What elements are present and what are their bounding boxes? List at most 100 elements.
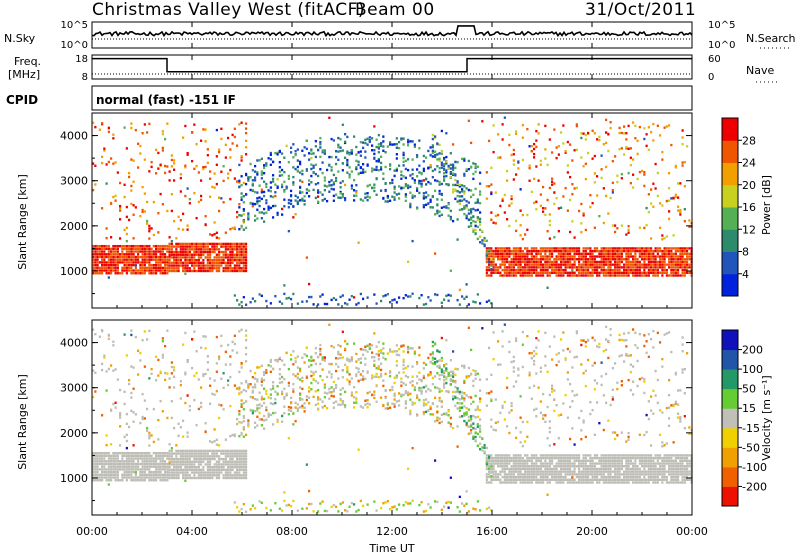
power-cell bbox=[103, 253, 106, 256]
power-cell bbox=[125, 261, 128, 264]
power-cell bbox=[548, 255, 551, 258]
velocity-cell bbox=[353, 406, 356, 409]
power-cell bbox=[323, 184, 326, 187]
power-cell bbox=[566, 260, 569, 264]
velocity-cell bbox=[276, 418, 279, 422]
velocity-cell bbox=[101, 470, 104, 474]
power-cell bbox=[411, 196, 414, 199]
velocity-cell bbox=[193, 398, 196, 402]
power-cell bbox=[521, 252, 524, 256]
velocity-cell bbox=[377, 352, 380, 356]
velocity-cell bbox=[204, 455, 207, 458]
power-cell bbox=[236, 267, 239, 270]
power-cell bbox=[159, 247, 162, 251]
velocity-cell bbox=[382, 502, 385, 505]
power-cell bbox=[350, 152, 353, 155]
power-cell bbox=[434, 213, 437, 216]
power-cell bbox=[344, 302, 347, 305]
power-cell bbox=[317, 303, 320, 306]
velocity-cell bbox=[312, 373, 315, 376]
power-cell bbox=[501, 263, 504, 266]
power-cell bbox=[215, 261, 218, 265]
power-cell bbox=[141, 266, 144, 270]
velocity-cell bbox=[170, 471, 173, 474]
power-cell bbox=[575, 124, 578, 128]
power-cell bbox=[582, 274, 585, 277]
power-cell bbox=[213, 186, 216, 189]
velocity-cell bbox=[186, 455, 189, 458]
power-cell bbox=[292, 183, 295, 186]
velocity-cell bbox=[301, 404, 304, 408]
velocity-cell bbox=[242, 455, 245, 458]
velocity-cell bbox=[247, 386, 250, 389]
power-cell bbox=[492, 260, 495, 264]
velocity-cell bbox=[128, 476, 131, 479]
power-cell bbox=[407, 158, 410, 161]
power-cell bbox=[580, 255, 583, 258]
velocity-cell bbox=[128, 425, 131, 429]
power-cell bbox=[539, 247, 542, 250]
power-cell bbox=[683, 252, 686, 256]
power-cell bbox=[346, 152, 349, 155]
power-cell bbox=[650, 263, 653, 266]
power-cell bbox=[677, 255, 680, 258]
power-cell bbox=[587, 274, 590, 277]
power-cell bbox=[274, 194, 277, 198]
velocity-cell bbox=[209, 460, 212, 463]
power-cell bbox=[560, 260, 563, 264]
power-cell bbox=[341, 195, 344, 199]
power-cell bbox=[503, 271, 506, 274]
velocity-cell bbox=[263, 427, 266, 430]
velocity-cell bbox=[121, 479, 124, 482]
power-cell bbox=[292, 181, 295, 184]
power-cell bbox=[186, 187, 189, 190]
power-cell bbox=[233, 258, 236, 262]
velocity-cell bbox=[157, 476, 160, 479]
power-cell bbox=[512, 153, 515, 156]
power-cell bbox=[229, 250, 232, 254]
velocity-cell bbox=[224, 457, 227, 461]
power-cell bbox=[409, 205, 412, 209]
power-cell bbox=[398, 140, 401, 144]
power-cell bbox=[600, 255, 603, 258]
power-cell bbox=[578, 252, 581, 256]
velocity-cell bbox=[341, 387, 344, 390]
power-cell bbox=[650, 258, 653, 261]
velocity-cell bbox=[92, 395, 95, 399]
velocity-cell bbox=[263, 387, 266, 390]
power-cell bbox=[683, 208, 686, 211]
power-cell bbox=[560, 249, 563, 253]
power-cell bbox=[512, 266, 515, 269]
power-cell bbox=[301, 149, 304, 152]
velocity-cell bbox=[177, 457, 180, 461]
power-cell bbox=[544, 268, 547, 272]
power-cell bbox=[276, 213, 279, 217]
power-cell bbox=[402, 175, 405, 178]
power-cell bbox=[528, 167, 531, 170]
power-cell bbox=[530, 266, 533, 269]
velocity-cell bbox=[177, 422, 180, 426]
velocity-cell bbox=[105, 462, 108, 466]
velocity-cell bbox=[168, 449, 171, 453]
velocity-cell bbox=[164, 451, 167, 455]
power-cell bbox=[278, 170, 281, 173]
power-cell bbox=[623, 274, 626, 277]
power-cell bbox=[575, 266, 578, 269]
power-cell bbox=[645, 206, 648, 210]
power-cell bbox=[560, 255, 563, 258]
power-cell bbox=[382, 145, 385, 148]
velocity-cell bbox=[238, 455, 241, 458]
power-cell bbox=[647, 266, 650, 269]
power-cell bbox=[296, 196, 299, 199]
velocity-cell bbox=[130, 391, 133, 395]
power-cell bbox=[202, 267, 205, 270]
power-cell bbox=[501, 249, 504, 253]
power-cell bbox=[530, 144, 533, 148]
power-cell bbox=[251, 189, 254, 192]
power-cell bbox=[526, 249, 529, 253]
velocity-cell bbox=[296, 409, 299, 413]
velocity-cell bbox=[175, 468, 178, 472]
power-cell bbox=[681, 164, 684, 167]
power-cell bbox=[193, 191, 196, 195]
power-cell bbox=[467, 167, 470, 171]
